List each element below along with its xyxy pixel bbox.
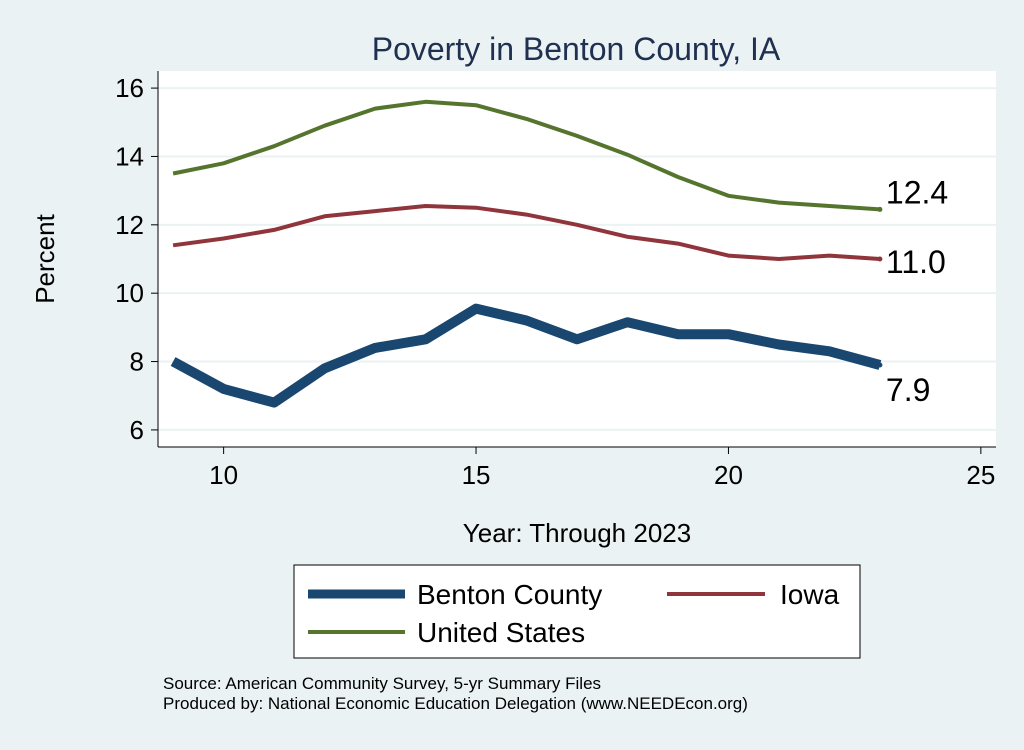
y-tick-label-14: 14 (115, 141, 144, 171)
series-end-point-united-states (877, 206, 883, 212)
gridlines (158, 87, 996, 431)
y-tick-label-10: 10 (115, 278, 144, 308)
legend-label-benton-county: Benton County (417, 579, 602, 610)
y-axis-label: Percent (30, 213, 60, 303)
source-note: Source: American Community Survey, 5-yr … (163, 674, 601, 693)
x-axis-ticks: 10 15 20 25 (209, 447, 995, 490)
produced-by-note: Produced by: National Economic Education… (163, 694, 748, 713)
legend-label-united-states: United States (417, 617, 585, 648)
end-label-united-states: 12.4 (886, 174, 948, 210)
series-end-point-iowa (877, 256, 883, 262)
legend: Benton County Iowa United States (293, 564, 861, 659)
end-label-iowa: 11.0 (886, 244, 946, 280)
x-tick-label-25: 25 (966, 460, 995, 490)
y-axis-ticks: 6 8 10 12 14 16 (115, 73, 158, 445)
legend-label-iowa: Iowa (780, 579, 840, 610)
y-tick-label-6: 6 (130, 415, 144, 445)
chart-title: Poverty in Benton County, IA (372, 31, 781, 67)
series-layer: 7.9 11.0 12.4 (170, 99, 948, 408)
y-tick-label-8: 8 (130, 347, 144, 377)
x-tick-label-10: 10 (209, 460, 238, 490)
series-line-benton-county (170, 303, 882, 408)
legend-box (293, 564, 861, 659)
x-tick-label-15: 15 (462, 460, 491, 490)
end-label-benton-county: 7.9 (886, 372, 930, 408)
y-tick-label-16: 16 (115, 73, 144, 103)
series-end-point-benton-county (877, 362, 883, 368)
series-line-iowa (172, 204, 881, 261)
x-axis-label: Year: Through 2023 (463, 518, 691, 548)
series-line-united-states (172, 99, 881, 212)
y-tick-label-12: 12 (115, 210, 144, 240)
x-tick-label-20: 20 (714, 460, 743, 490)
